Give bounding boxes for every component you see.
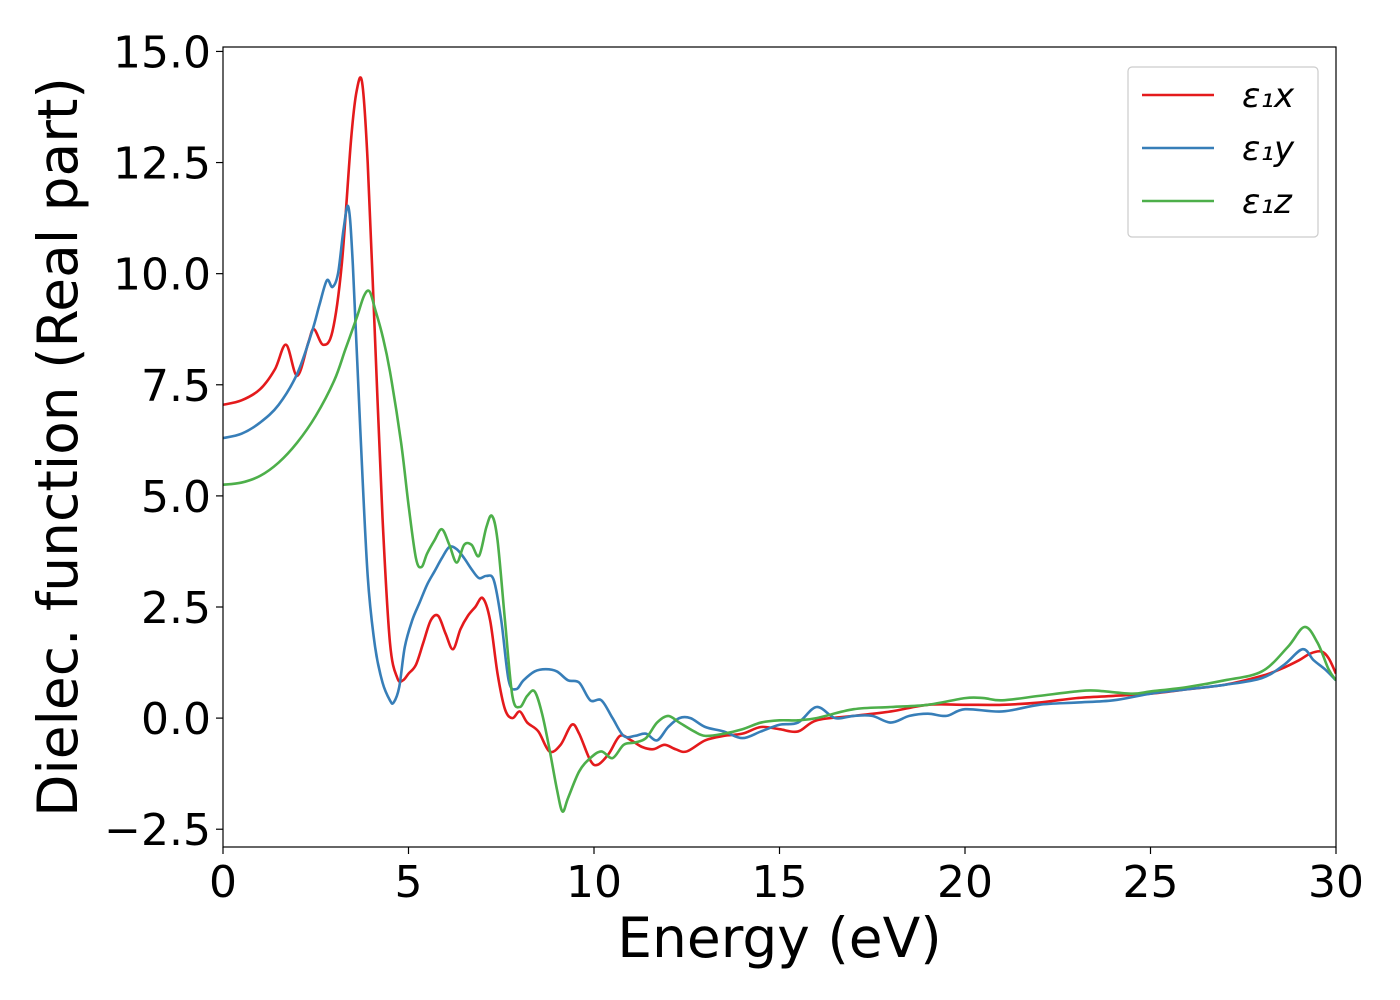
legend-label: ε₁z <box>1242 182 1293 222</box>
series-line-e1y <box>223 204 1336 742</box>
x-tick-label: 0 <box>209 857 237 908</box>
legend-label: ε₁x <box>1242 76 1295 116</box>
x-tick-label: 30 <box>1308 857 1364 908</box>
y-tick-label: 10.0 <box>113 250 211 301</box>
legend-box <box>1127 66 1319 238</box>
axis-ticks: 0 5 10 15 20 25 30 −2.5 0.0 2.5 5.0 7.5 10.0 12.5 15.0 <box>104 27 1364 908</box>
x-axis-title: Energy (eV) <box>617 906 941 970</box>
y-tick-label: 15.0 <box>113 27 211 78</box>
y-tick-label: 7.5 <box>141 361 211 412</box>
y-tick-label: −2.5 <box>104 805 211 856</box>
y-axis-title: Dielec. function (Real part) <box>26 77 90 817</box>
y-tick-label: 12.5 <box>113 139 211 190</box>
legend-label: ε₁y <box>1242 129 1295 169</box>
x-tick-label: 5 <box>395 857 423 908</box>
legend: ε₁x ε₁y ε₁z <box>1127 66 1319 238</box>
x-tick-label: 25 <box>1123 857 1179 908</box>
y-tick-label: 0.0 <box>141 694 211 745</box>
x-tick-label: 15 <box>752 857 808 908</box>
series-line-e1x <box>223 76 1336 767</box>
y-tick-label: 5.0 <box>141 472 211 523</box>
plot-lines <box>223 76 1336 813</box>
x-tick-label: 20 <box>937 857 993 908</box>
x-tick-label: 10 <box>566 857 622 908</box>
series-line-e1z <box>223 289 1336 813</box>
y-tick-label: 2.5 <box>141 583 211 634</box>
plot-frame <box>222 46 1337 848</box>
